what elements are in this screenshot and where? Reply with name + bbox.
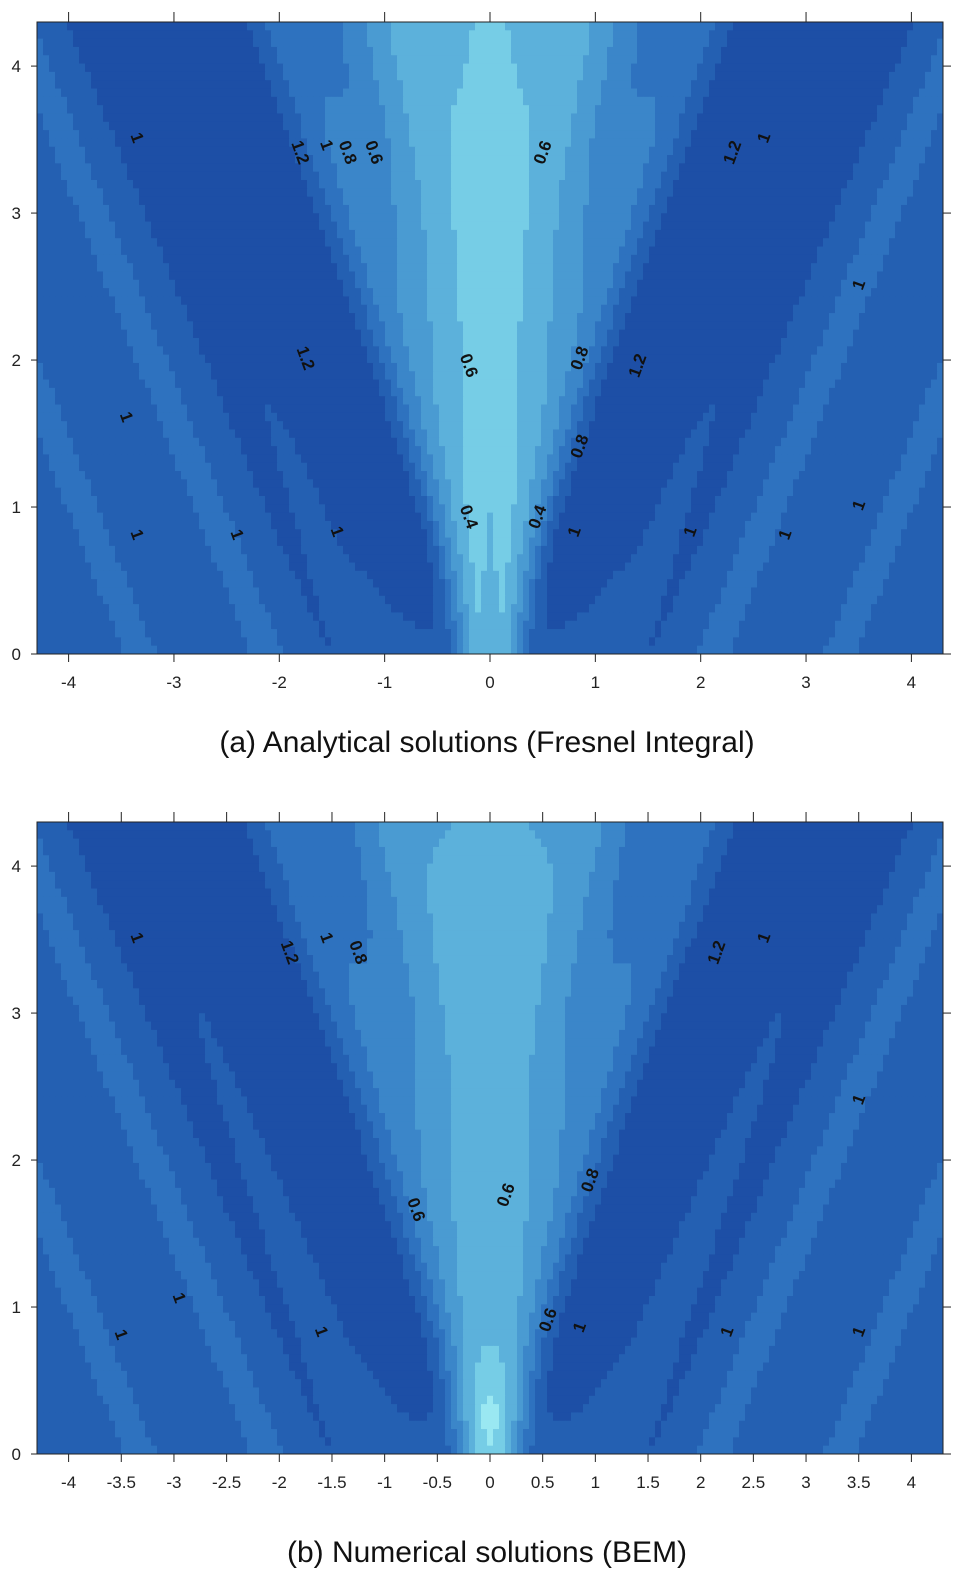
x-tick-label: 2 [696, 673, 705, 692]
x-tick-label: 3.5 [847, 1473, 871, 1492]
x-tick-label: -1 [377, 1473, 392, 1492]
y-tick-label: 4 [12, 57, 21, 76]
caption-b: (b) Numerical solutions (BEM) [0, 1536, 974, 1570]
contour-fill [37, 22, 943, 654]
x-tick-label: -4 [61, 1473, 76, 1492]
contour-fill [37, 822, 943, 1454]
y-tick-label: 1 [12, 1298, 21, 1317]
x-tick-label: 3 [801, 1473, 810, 1492]
y-tick-label: 0 [12, 1445, 21, 1464]
x-tick-label: 2.5 [742, 1473, 766, 1492]
x-tick-label: 3 [801, 673, 810, 692]
x-tick-label: -1 [377, 673, 392, 692]
x-tick-label: -4 [61, 673, 76, 692]
y-tick-label: 2 [12, 351, 21, 370]
x-tick-label: 4 [907, 1473, 916, 1492]
x-tick-label: -3.5 [107, 1473, 136, 1492]
x-tick-label: 4 [907, 673, 916, 692]
x-tick-label: 1.5 [636, 1473, 660, 1492]
x-tick-label: 0.5 [531, 1473, 555, 1492]
x-tick-label: -2 [272, 1473, 287, 1492]
x-tick-label: -3 [166, 673, 181, 692]
y-tick-label: 3 [12, 204, 21, 223]
chart-panel-b: -4 -3.5 -3 -2.5 -2 -1.5 -1 -0.5 0 0.5 1 1.5 2 2.5 3 3.5… [0, 800, 974, 1520]
y-tick-label: 4 [12, 857, 21, 876]
caption-a: (a) Analytical solutions (Fresnel Integr… [0, 726, 974, 760]
y-tick-label: 3 [12, 1004, 21, 1023]
y-tick-label: 1 [12, 498, 21, 517]
x-tick-label: -3 [166, 1473, 181, 1492]
x-tick-label: -2 [272, 673, 287, 692]
chart-panel-a: -4 -3 -2 -1 0 1 2 3 4 0 1 2 3 4 1 1.2 1 0.8 0.6 0.6 1.2 1 1 1.2… [0, 0, 974, 720]
x-tick-label: -1.5 [317, 1473, 346, 1492]
x-tick-label: 0 [485, 1473, 494, 1492]
x-tick-label: 0 [485, 673, 494, 692]
x-tick-label: 1 [591, 1473, 600, 1492]
y-tick-label: 2 [12, 1151, 21, 1170]
x-tick-label: 2 [696, 1473, 705, 1492]
x-tick-label: 1 [591, 673, 600, 692]
x-tick-label: -2.5 [212, 1473, 241, 1492]
x-tick-label: -0.5 [423, 1473, 452, 1492]
contour-plot-b: -4 -3.5 -3 -2.5 -2 -1.5 -1 -0.5 0 0.5 1 1.5 2 2.5 3 3.5… [12, 812, 951, 1492]
y-tick-label: 0 [12, 645, 21, 664]
